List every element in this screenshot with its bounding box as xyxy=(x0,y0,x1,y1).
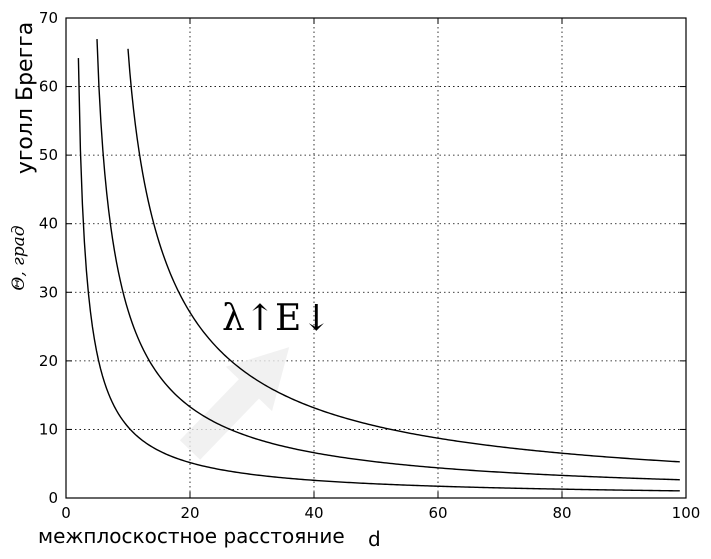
y-tick-label: 50 xyxy=(39,146,58,164)
plot-frame xyxy=(65,17,687,499)
y-tick-label: 60 xyxy=(39,78,58,96)
annotation-arrow xyxy=(179,347,290,460)
x-axis-variable-label: d xyxy=(368,527,381,551)
y-tick-label: 70 xyxy=(39,9,58,27)
y-axis-unit-label: Θ, град xyxy=(9,225,29,290)
curves xyxy=(77,39,680,492)
annotation-label: λ↑E↓ xyxy=(222,298,331,339)
y-tick-label: 30 xyxy=(39,283,58,301)
y-tick-label: 40 xyxy=(39,215,58,233)
x-axis-label: межплоскостное расстояние xyxy=(38,524,345,548)
series-line-3 xyxy=(127,48,680,463)
series-line-1 xyxy=(77,58,680,492)
x-tick-label: 100 xyxy=(672,504,701,522)
y-tick-label: 10 xyxy=(39,420,58,438)
ticks xyxy=(65,17,687,499)
y-axis-label: уголл Брегга xyxy=(13,22,38,174)
tick-labels: 0 20 40 60 80 100 0 10 20 30 40 50 60 70 xyxy=(39,9,700,522)
x-tick-label: 40 xyxy=(304,504,323,522)
series-line-2 xyxy=(96,39,680,481)
y-tick-label: 20 xyxy=(39,352,58,370)
x-tick-label: 0 xyxy=(61,504,71,522)
x-tick-label: 80 xyxy=(552,504,571,522)
y-tick-label: 0 xyxy=(48,489,58,507)
annotation-arrow-shape xyxy=(179,347,290,460)
x-tick-label: 60 xyxy=(428,504,447,522)
grid xyxy=(66,18,686,498)
x-tick-label: 20 xyxy=(180,504,199,522)
